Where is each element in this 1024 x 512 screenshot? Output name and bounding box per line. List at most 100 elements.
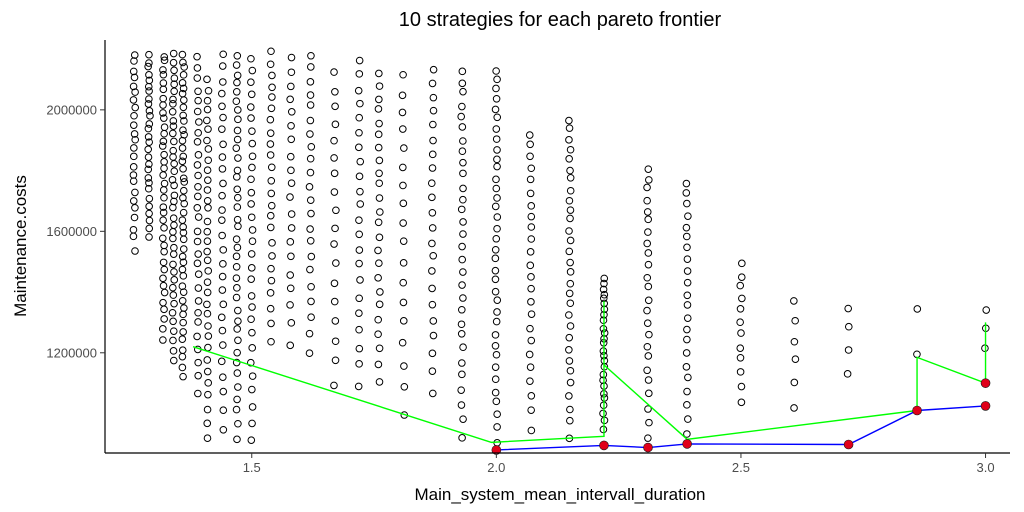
data-point — [565, 227, 573, 235]
data-point — [266, 211, 275, 220]
data-point — [355, 230, 364, 239]
data-point — [844, 346, 853, 354]
data-point — [158, 234, 167, 243]
data-point — [355, 56, 364, 65]
data-point — [429, 136, 437, 145]
data-point — [355, 344, 364, 353]
data-point — [492, 67, 500, 75]
data-point — [645, 418, 653, 427]
data-point — [159, 171, 167, 179]
data-point — [331, 317, 340, 325]
data-point — [129, 171, 138, 179]
data-point — [355, 113, 364, 122]
data-point — [738, 294, 746, 303]
data-point — [492, 135, 501, 143]
data-point — [194, 250, 202, 258]
data-point — [194, 270, 203, 278]
data-point — [287, 68, 296, 77]
data-point — [459, 268, 467, 276]
data-point — [374, 360, 383, 369]
data-point — [248, 163, 256, 172]
data-point — [525, 350, 534, 359]
data-point — [131, 88, 139, 96]
data-point — [129, 197, 138, 205]
data-point — [268, 71, 276, 80]
data-point — [526, 248, 535, 256]
data-point — [219, 140, 227, 149]
x-axis-title: Main_system_mean_intervall_duration — [414, 485, 705, 504]
data-point — [375, 169, 383, 178]
data-point — [145, 107, 154, 115]
data-point — [179, 165, 187, 173]
data-point — [736, 305, 745, 313]
pareto-point — [912, 405, 922, 416]
data-point — [374, 315, 382, 324]
data-point — [525, 131, 534, 139]
data-point — [527, 223, 536, 231]
data-point — [354, 86, 363, 95]
data-point — [355, 172, 364, 181]
data-point — [194, 87, 202, 96]
data-point — [248, 372, 257, 380]
data-point — [218, 89, 226, 98]
data-point — [267, 264, 275, 273]
data-point — [131, 135, 139, 144]
data-point — [683, 401, 691, 409]
data-point — [306, 91, 315, 99]
data-point — [246, 103, 255, 111]
data-point — [129, 163, 138, 171]
data-point — [683, 243, 691, 252]
data-point — [526, 324, 534, 333]
data-point — [428, 284, 436, 293]
data-point — [526, 152, 534, 161]
data-point — [203, 116, 211, 125]
data-point — [219, 341, 227, 349]
data-point — [428, 150, 437, 159]
data-point — [287, 108, 296, 116]
data-point — [218, 153, 227, 161]
data-point — [399, 125, 407, 133]
data-point — [145, 50, 153, 59]
data-point — [204, 125, 212, 133]
data-point — [287, 135, 296, 144]
data-point — [375, 194, 384, 202]
data-point — [169, 95, 177, 104]
data-point — [527, 235, 536, 243]
data-point — [170, 197, 178, 206]
data-point — [737, 273, 746, 281]
data-point — [218, 191, 226, 200]
data-point — [204, 379, 212, 387]
data-point — [790, 337, 799, 346]
data-point — [129, 121, 138, 129]
data-point — [144, 145, 152, 154]
data-point — [493, 113, 502, 122]
data-point — [233, 166, 242, 175]
data-point — [565, 333, 574, 342]
data-point — [565, 289, 574, 298]
data-point — [247, 436, 256, 444]
data-point — [180, 63, 188, 71]
data-point — [306, 225, 314, 233]
data-point — [179, 174, 188, 183]
data-point — [170, 276, 179, 284]
data-point — [193, 204, 202, 212]
data-point — [219, 425, 228, 434]
data-point — [459, 137, 467, 145]
data-point — [203, 96, 212, 105]
data-point — [246, 358, 255, 367]
data-point — [129, 96, 138, 104]
data-point — [203, 105, 212, 114]
data-point — [193, 332, 201, 341]
data-point — [429, 65, 438, 74]
data-point — [527, 426, 536, 435]
data-point — [203, 196, 212, 205]
data-point — [234, 115, 242, 124]
data-point — [159, 325, 167, 333]
data-point — [400, 362, 408, 370]
data-point — [305, 329, 314, 338]
x-tick-label: 2.0 — [487, 460, 505, 475]
data-point — [491, 363, 500, 371]
data-point — [145, 224, 154, 233]
data-point — [194, 213, 203, 221]
data-point — [683, 430, 691, 438]
